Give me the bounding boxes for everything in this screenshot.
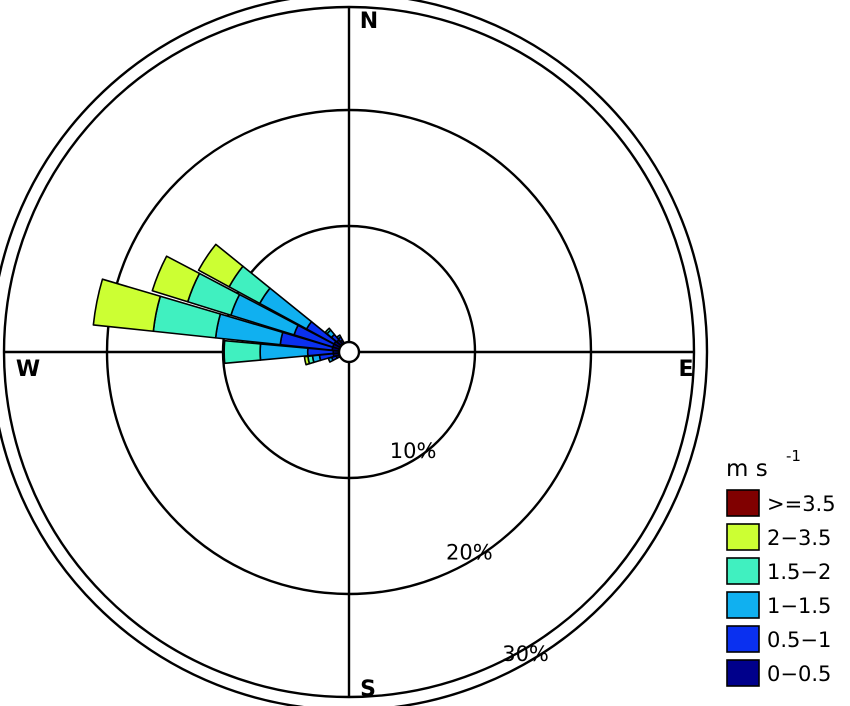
- legend-label: 1.5−2: [767, 560, 831, 584]
- legend-label: >=3.5: [767, 492, 836, 516]
- ring-label-10: 10%: [390, 439, 437, 463]
- legend-title-superscript: -1: [786, 447, 801, 465]
- ring-label-20: 20%: [446, 541, 493, 565]
- petal-segment: [327, 356, 334, 363]
- petal-segment: [303, 355, 311, 366]
- legend-swatch: [726, 625, 760, 653]
- legend-swatch: [726, 557, 760, 585]
- legend-label: 1−1.5: [767, 594, 831, 618]
- direction-label-n: N: [360, 9, 378, 34]
- center-hub: [337, 340, 361, 364]
- legend-label: 2−3.5: [767, 526, 831, 550]
- legend-swatch: [726, 591, 760, 619]
- petal-segment: [223, 339, 262, 365]
- legend-label: 0.5−1: [767, 628, 831, 652]
- petal-segment: [151, 255, 201, 303]
- legend-swatch: [726, 659, 760, 687]
- petal-segment: [92, 278, 162, 333]
- legend-swatch: [726, 523, 760, 551]
- ring-label-30: 30%: [502, 642, 549, 666]
- direction-label-e: E: [678, 357, 693, 382]
- legend: m s -1 >=3.5 2−3.5 1.5−2 1−1.5 0.5−1 0−0.5: [726, 447, 836, 687]
- legend-label: 0−0.5: [767, 662, 831, 686]
- petal-segment: [324, 327, 332, 335]
- direction-label-s: S: [360, 677, 376, 702]
- direction-labels: N E S W: [16, 9, 694, 702]
- ring-30: [0, 0, 709, 706]
- petal-segment: [197, 243, 244, 288]
- legend-swatch: [726, 489, 760, 517]
- direction-label-w: W: [16, 357, 40, 382]
- legend-title: m s: [726, 456, 768, 482]
- ring-labels: 10% 20% 30%: [390, 439, 549, 666]
- petal-segment: [336, 334, 342, 340]
- wind-petals: [92, 243, 346, 366]
